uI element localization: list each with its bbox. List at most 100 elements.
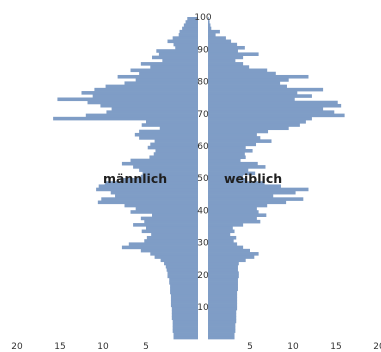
female-bar: [208, 17, 209, 21]
male-bar: [160, 258, 198, 263]
male-bar: [152, 213, 198, 217]
age-tick-label: 90: [197, 45, 209, 55]
male-bar: [92, 94, 198, 98]
female-bar: [208, 87, 324, 92]
female-bar: [208, 223, 244, 227]
male-bar: [85, 113, 198, 118]
female-bar: [208, 184, 281, 189]
male-bar: [172, 329, 198, 333]
male-bar: [159, 126, 198, 131]
female-bar: [208, 136, 261, 140]
female-bar: [208, 310, 237, 314]
female-bar: [208, 81, 281, 85]
female-bar: [208, 281, 238, 285]
male-bar: [140, 62, 198, 66]
female-bar: [208, 168, 249, 172]
female-bar: [208, 277, 238, 282]
female-bar: [208, 71, 276, 76]
female-bar: [208, 110, 335, 114]
male-bar: [139, 129, 198, 134]
male-bar: [139, 71, 198, 76]
x-tick-label: 5: [143, 342, 149, 352]
female-bar: [208, 103, 342, 108]
male-bar: [124, 81, 198, 85]
male-bar: [154, 139, 198, 143]
age-tick-label: 40: [197, 206, 209, 216]
male-series-label: männlich: [103, 171, 167, 186]
female-bar: [208, 194, 274, 198]
male-bar: [165, 264, 198, 269]
female-bar: [208, 235, 237, 240]
female-bar: [208, 197, 304, 201]
male-bar: [140, 248, 198, 253]
female-bar: [208, 161, 258, 166]
male-bar: [173, 332, 198, 337]
female-bar: [208, 181, 265, 185]
x-tick-label: 20: [373, 342, 381, 352]
female-bar: [208, 306, 238, 311]
male-bar: [141, 123, 198, 127]
male-bar: [172, 326, 198, 330]
male-bar: [170, 303, 198, 308]
male-bar: [144, 239, 198, 243]
male-bar: [105, 84, 198, 89]
female-bar: [208, 100, 338, 105]
male-bar: [182, 26, 198, 31]
age-tick-label: 60: [197, 142, 209, 152]
female-bar: [208, 107, 324, 111]
female-bar: [208, 297, 238, 301]
female-bar: [208, 245, 244, 250]
male-bar: [81, 91, 198, 95]
female-bar: [208, 55, 244, 60]
female-bar: [208, 248, 250, 253]
female-bar: [208, 271, 239, 275]
female-bar: [208, 36, 226, 40]
female-bar: [208, 42, 238, 47]
female-bar: [208, 335, 235, 340]
female-bar: [208, 319, 237, 324]
male-bar: [87, 100, 198, 105]
female-bar: [208, 187, 309, 192]
female-bar: [208, 171, 256, 176]
female-bar: [208, 155, 246, 160]
female-bar: [208, 94, 312, 98]
female-bar: [208, 62, 244, 66]
male-bar: [156, 49, 198, 53]
male-bar: [94, 87, 198, 92]
x-tick-label: 15: [54, 342, 65, 352]
female-bar: [208, 20, 210, 24]
male-bar: [154, 255, 198, 259]
male-bar: [121, 245, 198, 250]
male-bar: [179, 29, 198, 34]
male-bar: [135, 78, 198, 82]
female-bar: [208, 97, 295, 102]
female-bar: [208, 91, 298, 95]
male-bar: [173, 42, 198, 47]
female-bar: [208, 290, 238, 295]
x-tick-label: 5: [247, 342, 253, 352]
male-bar: [167, 39, 198, 44]
male-bar: [150, 142, 198, 147]
male-bar: [171, 313, 198, 317]
x-tick-label: 10: [97, 342, 109, 352]
male-bar: [97, 200, 198, 205]
male-bar: [130, 158, 198, 163]
female-bar: [208, 142, 257, 147]
female-bar: [208, 255, 255, 259]
female-bar: [208, 313, 237, 317]
female-bar: [208, 158, 241, 163]
male-bar: [96, 187, 198, 192]
male-bar: [171, 316, 198, 321]
male-bar: [170, 284, 198, 288]
male-bar: [133, 223, 198, 227]
female-bar: [208, 26, 212, 31]
male-bar: [146, 235, 198, 240]
female-bar: [208, 329, 236, 333]
female-bar: [208, 274, 239, 279]
male-bar: [171, 310, 198, 314]
female-bar: [208, 264, 238, 269]
age-tick-label: 50: [197, 174, 209, 184]
male-bar: [178, 33, 198, 37]
male-bar: [120, 178, 198, 182]
